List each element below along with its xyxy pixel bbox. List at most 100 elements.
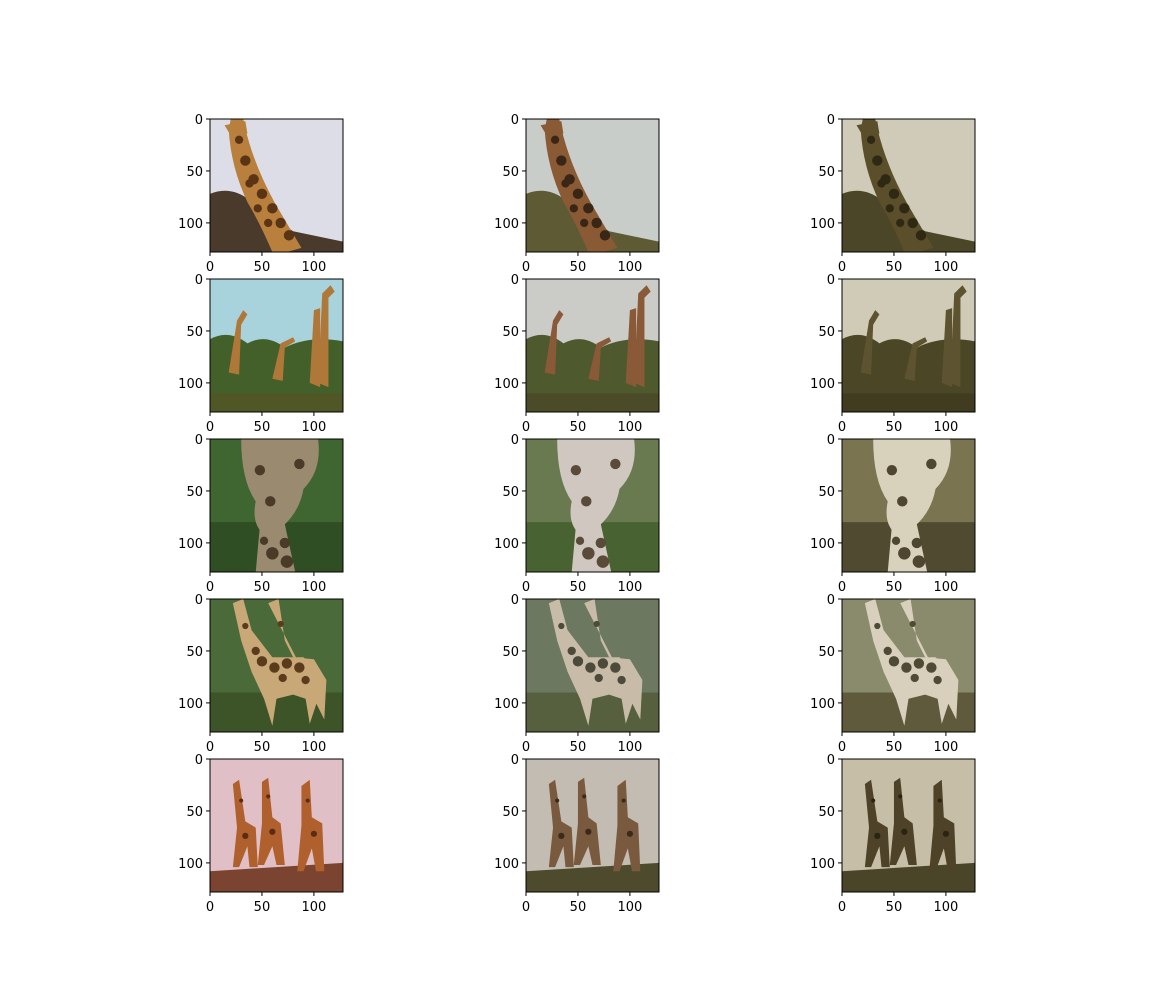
subplot-r1-c3: 0 50 100 0 50 100 (810, 113, 976, 275)
panel-image (526, 759, 659, 892)
subplot-r4-c1: 0 50 100 0 50 100 (178, 593, 344, 755)
subplot-r1-c2: 0 50 100 0 50 100 (494, 113, 660, 275)
y-tick-label: 50 (502, 325, 519, 340)
subplot-r3-c2: 0 50 100 0 50 100 (494, 433, 660, 595)
panel-image (842, 119, 975, 252)
x-tick-label: 50 (570, 260, 587, 275)
x-tick-label: 100 (617, 580, 642, 595)
subplot-r5-c3: 0 50 100 0 50 100 (810, 753, 976, 915)
x-tick-label: 0 (206, 740, 214, 755)
y-tick-label: 0 (511, 273, 519, 288)
x-tick-label: 100 (933, 420, 958, 435)
y-tick-label: 100 (494, 377, 519, 392)
axes-frame (209, 598, 344, 733)
x-tick-label: 100 (301, 260, 326, 275)
y-tick-label: 100 (810, 537, 835, 552)
y-tick-label: 0 (195, 593, 203, 608)
axes-frame (209, 438, 344, 573)
x-tick-label: 50 (254, 260, 271, 275)
x-tick-label: 0 (838, 260, 846, 275)
panel-image (526, 119, 659, 252)
x-tick-label: 100 (617, 260, 642, 275)
y-tick-label: 0 (511, 433, 519, 448)
y-tick-label: 100 (810, 377, 835, 392)
y-tick-label: 100 (178, 857, 203, 872)
x-tick-label: 0 (206, 580, 214, 595)
y-tick-label: 0 (511, 113, 519, 128)
axes-frame (525, 598, 660, 733)
axes-frame (209, 758, 344, 893)
y-tick-label: 50 (502, 805, 519, 820)
x-tick-label: 100 (933, 260, 958, 275)
subplot-r2-c1: 0 50 100 0 50 100 (178, 273, 344, 435)
x-tick-label: 50 (254, 900, 271, 915)
axes-frame (841, 278, 976, 413)
x-tick-label: 50 (886, 420, 903, 435)
y-tick-label: 100 (494, 697, 519, 712)
y-tick-label: 50 (502, 485, 519, 500)
y-tick-label: 50 (186, 805, 203, 820)
x-tick-label: 100 (301, 420, 326, 435)
x-tick-label: 0 (522, 420, 530, 435)
panel-image (210, 439, 343, 572)
subplot-r5-c2: 0 50 100 0 50 100 (494, 753, 660, 915)
y-tick-label: 50 (818, 805, 835, 820)
panel-image (842, 599, 975, 732)
x-tick-label: 100 (933, 900, 958, 915)
y-tick-label: 50 (818, 485, 835, 500)
x-tick-label: 100 (933, 580, 958, 595)
x-tick-label: 0 (838, 740, 846, 755)
subplot-r1-c1: 0 50 100 0 50 100 (178, 113, 344, 275)
y-tick-label: 0 (195, 113, 203, 128)
axes-frame (841, 438, 976, 573)
x-tick-label: 100 (301, 900, 326, 915)
y-tick-label: 50 (818, 645, 835, 660)
x-tick-label: 0 (838, 420, 846, 435)
panel-image (526, 279, 659, 412)
panel-image (210, 119, 343, 252)
x-tick-label: 50 (570, 740, 587, 755)
y-tick-label: 100 (494, 217, 519, 232)
panel-image (842, 439, 975, 572)
axes-frame (841, 758, 976, 893)
panel-image (210, 279, 343, 412)
axes-frame (841, 598, 976, 733)
y-tick-label: 50 (818, 165, 835, 180)
x-tick-label: 0 (838, 900, 846, 915)
axes-frame (525, 438, 660, 573)
panel-image (210, 599, 343, 732)
y-tick-label: 100 (494, 857, 519, 872)
x-tick-label: 50 (570, 900, 587, 915)
axes-frame (841, 118, 976, 253)
y-tick-label: 100 (178, 537, 203, 552)
y-tick-label: 0 (511, 753, 519, 768)
x-tick-label: 50 (254, 740, 271, 755)
axes-frame (209, 278, 344, 413)
y-tick-label: 50 (186, 325, 203, 340)
subplot-grid: 0 50 100 0 50 100 0 50 100 0 50 100 0 50 100 0 50 100 0 50 1… (178, 113, 976, 915)
y-tick-label: 50 (186, 485, 203, 500)
y-tick-label: 0 (195, 273, 203, 288)
x-tick-label: 0 (522, 900, 530, 915)
x-tick-label: 50 (254, 580, 271, 595)
panel-image (210, 759, 343, 892)
axes-frame (525, 118, 660, 253)
x-tick-label: 100 (933, 740, 958, 755)
x-tick-label: 100 (617, 900, 642, 915)
subplot-r4-c2: 0 50 100 0 50 100 (494, 593, 660, 755)
y-tick-label: 0 (827, 433, 835, 448)
y-tick-label: 50 (186, 645, 203, 660)
x-tick-label: 50 (254, 420, 271, 435)
x-tick-label: 0 (206, 900, 214, 915)
axes-frame (209, 118, 344, 253)
subplot-r3-c3: 0 50 100 0 50 100 (810, 433, 976, 595)
x-tick-label: 100 (617, 420, 642, 435)
x-tick-label: 0 (206, 260, 214, 275)
panel-image (842, 279, 975, 412)
y-tick-label: 0 (827, 593, 835, 608)
y-tick-label: 100 (494, 537, 519, 552)
x-tick-label: 50 (886, 900, 903, 915)
x-tick-label: 0 (522, 580, 530, 595)
panel-image (526, 439, 659, 572)
